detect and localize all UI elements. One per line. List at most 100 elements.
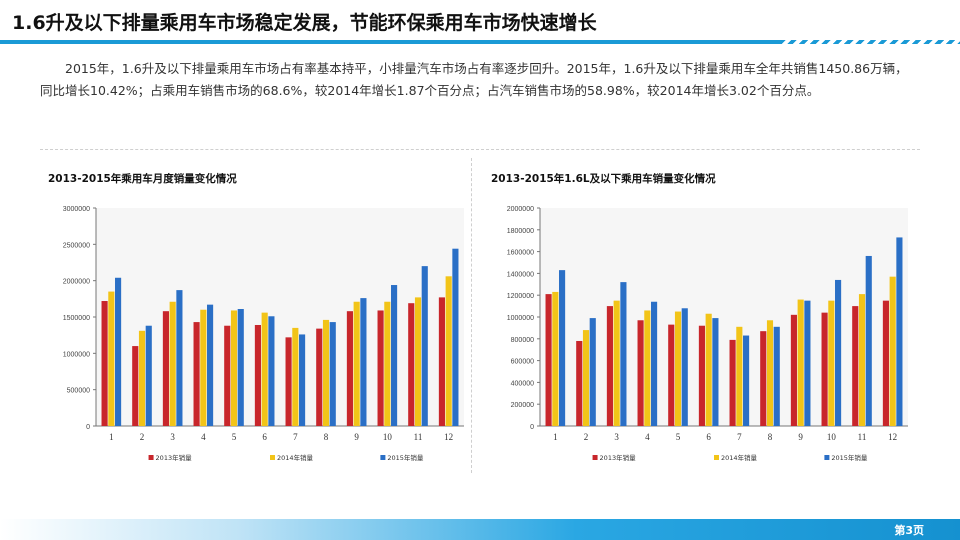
bar-2015年销量-2: [589, 318, 596, 426]
bar-2014年销量-3: [613, 300, 620, 426]
bar-2014年销量-5: [230, 310, 238, 426]
bar-2013年销量-5: [224, 325, 231, 426]
bar-2015年销量-11: [865, 255, 872, 426]
bar-2014年销量-2: [582, 330, 590, 426]
x-tick-label: 7: [737, 432, 742, 442]
bar-2014年销量-9: [353, 301, 360, 426]
bar-2013年销量-9: [346, 311, 353, 426]
bar-2015年销量-12: [452, 248, 459, 426]
chart-1-svg: 0 500000 1000000 1500000 2000000 2500000 30000…: [63, 206, 464, 462]
x-tick-label: 5: [232, 432, 237, 442]
x-tick-label: 12: [444, 432, 453, 442]
y-tick-label: 1400000: [507, 271, 534, 278]
bar-2014年销量-10: [384, 301, 391, 426]
bar-2015年销量-3: [620, 282, 627, 426]
bar-2014年销量-9: [797, 299, 804, 426]
bar-2014年销量-12: [445, 276, 452, 426]
chart-2-svg: 0 200000 400000 600000 800000 1000000 1200000 1…: [507, 206, 908, 462]
legend-swatch: [380, 455, 386, 460]
bar-2013年销量-2: [576, 340, 583, 426]
y-tick-label: 1000000: [507, 315, 534, 322]
y-tick-label: 1600000: [507, 250, 534, 257]
legend-label: 2015年销量: [831, 453, 868, 462]
y-tick-label: 800000: [511, 337, 534, 344]
bar-2013年销量-5: [668, 324, 675, 426]
bar-2013年销量-7: [729, 339, 736, 426]
bar-2015年销量-9: [360, 298, 367, 426]
legend-label: 2014年销量: [277, 453, 314, 462]
bar-2014年销量-6: [261, 312, 268, 426]
bar-2014年销量-7: [292, 327, 299, 426]
chart-1-title: 2013-2015年乘用车月度销量变化情况: [48, 173, 237, 185]
legend-swatch: [148, 455, 154, 460]
chart-2-title: 2013-2015年1.6L及以下乘用车销量变化情况: [491, 173, 716, 185]
x-tick-label: 11: [414, 432, 423, 442]
bar-2014年销量-6: [705, 313, 712, 426]
x-tick-label: 7: [293, 432, 298, 442]
bar-2015年销量-6: [712, 318, 719, 426]
bar-2015年销量-7: [743, 335, 750, 426]
bar-2013年销量-1: [545, 294, 552, 426]
bar-2013年销量-4: [193, 322, 200, 426]
bar-2013年销量-11: [408, 303, 415, 426]
bar-2015年销量-10: [391, 285, 398, 426]
bar-2015年销量-6: [268, 316, 275, 426]
legend-label: 2014年销量: [721, 453, 758, 462]
y-tick-label: 1000000: [63, 351, 90, 358]
y-tick-label: 2000000: [507, 206, 534, 213]
y-tick-label: 400000: [511, 380, 534, 387]
plot-area: [96, 208, 464, 426]
bar-2015年销量-3: [176, 290, 183, 426]
y-tick-label: 1200000: [507, 293, 534, 300]
y-tick-label: 500000: [67, 388, 90, 395]
bar-2015年销量-1: [115, 277, 122, 426]
y-tick-label: 0: [86, 424, 90, 431]
bar-2013年销量-8: [316, 328, 323, 426]
bar-2015年销量-2: [145, 325, 152, 426]
x-tick-label: 5: [676, 432, 681, 442]
bar-2013年销量-9: [790, 314, 797, 426]
bar-2015年销量-8: [773, 326, 780, 426]
bar-2014年销量-4: [644, 310, 651, 426]
bar-2014年销量-8: [322, 319, 330, 426]
page-number: 第3页: [894, 524, 924, 537]
y-tick-label: 0: [530, 424, 534, 431]
page-title: 1.6升及以下排量乘用车市场稳定发展，节能环保乘用车市场快速增长: [12, 12, 597, 34]
bar-2014年销量-8: [766, 320, 774, 426]
legend-swatch: [270, 455, 275, 460]
y-tick-label: 2000000: [63, 279, 90, 286]
bar-2015年销量-5: [237, 309, 244, 426]
bar-2015年销量-10: [835, 279, 842, 426]
x-tick-label: 2: [584, 432, 589, 442]
x-tick-label: 3: [614, 432, 619, 442]
x-tick-label: 1: [109, 432, 114, 442]
x-tick-label: 3: [170, 432, 175, 442]
x-tick-label: 10: [827, 432, 837, 442]
x-tick-label: 1: [553, 432, 558, 442]
bar-2013年销量-6: [698, 325, 705, 426]
bar-2013年销量-3: [606, 306, 613, 426]
bar-2013年销量-11: [852, 306, 859, 426]
bar-2013年销量-10: [821, 312, 828, 426]
x-tick-label: 6: [706, 432, 711, 442]
x-tick-label: 10: [383, 432, 393, 442]
summary-paragraph: 2015年，1.6升及以下排量乘用车市场占有率基本持平，小排量汽车市场占有率逐步…: [40, 61, 908, 98]
bar-2013年销量-10: [377, 310, 384, 426]
bar-2015年销量-4: [651, 301, 658, 426]
legend-swatch: [592, 455, 598, 460]
x-tick-label: 4: [201, 432, 206, 442]
y-tick-label: 200000: [511, 402, 534, 409]
bar-2015年销量-8: [329, 322, 336, 426]
plot-area: [540, 208, 908, 426]
chart-1: 0 500000 1000000 1500000 2000000 2500000 30000…: [42, 196, 472, 474]
bar-2013年销量-3: [162, 311, 169, 426]
bar-2014年销量-1: [108, 291, 115, 426]
bar-2014年销量-2: [138, 330, 146, 426]
bar-2015年销量-1: [559, 270, 566, 426]
bar-2014年销量-12: [889, 276, 896, 426]
bar-2015年销量-9: [804, 300, 811, 426]
bar-2013年销量-2: [132, 346, 139, 426]
bar-2013年销量-8: [760, 331, 767, 426]
footer-bar: 第3页: [0, 519, 960, 540]
chart-divider: [471, 158, 472, 473]
